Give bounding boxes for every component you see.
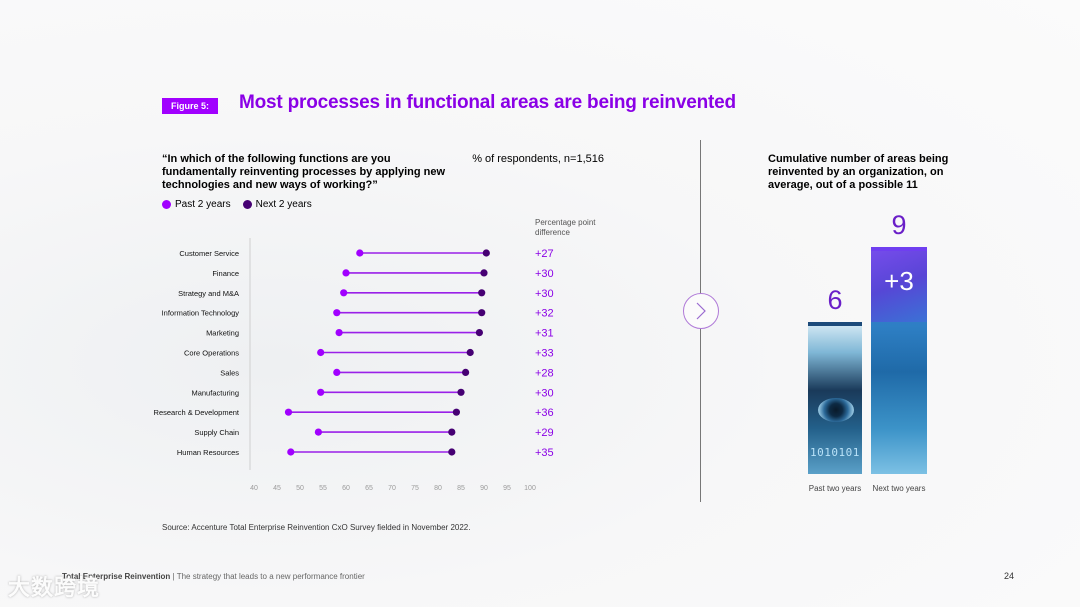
past-point bbox=[317, 388, 325, 396]
bar-past-top-edge bbox=[808, 322, 862, 326]
category-label: Human Resources bbox=[177, 448, 239, 457]
chevron-right-icon bbox=[696, 302, 706, 320]
bar-next-increment bbox=[871, 247, 927, 322]
difference-label: +33 bbox=[535, 348, 554, 360]
difference-label: +36 bbox=[535, 407, 554, 419]
x-tick-label: 80 bbox=[434, 485, 442, 492]
legend-past-label: Past 2 years bbox=[175, 199, 231, 210]
difference-label: +35 bbox=[535, 447, 554, 459]
next-point bbox=[457, 388, 465, 396]
pp-difference-header: Percentage point difference bbox=[535, 218, 596, 237]
x-tick-label: 45 bbox=[273, 485, 281, 492]
next-point bbox=[466, 348, 474, 357]
past-point bbox=[335, 329, 343, 337]
next-point bbox=[480, 269, 488, 277]
x-tick-label: 40 bbox=[250, 485, 258, 492]
legend-next: Next 2 years bbox=[242, 199, 312, 210]
difference-label: +29 bbox=[535, 427, 554, 439]
next-point bbox=[462, 368, 470, 376]
bar-next-value: 9 bbox=[891, 210, 907, 240]
category-label: Marketing bbox=[206, 329, 239, 338]
source-note: Source: Accenture Total Enterprise Reinv… bbox=[162, 523, 471, 532]
category-label: Core Operations bbox=[184, 349, 239, 358]
next-point bbox=[452, 408, 460, 416]
figure-title: Most processes in functional areas are b… bbox=[239, 92, 736, 113]
x-tick-label: 95 bbox=[503, 485, 511, 492]
page-number: 24 bbox=[1004, 571, 1015, 581]
category-label: Customer Service bbox=[179, 249, 239, 258]
difference-label: +32 bbox=[535, 308, 554, 320]
bar-past-caption: Past two years bbox=[808, 484, 862, 493]
next-point bbox=[448, 428, 456, 436]
watermark-logo: 大数跨境 bbox=[8, 575, 101, 600]
next-arrow-button[interactable] bbox=[683, 293, 719, 329]
past-point bbox=[356, 249, 364, 257]
difference-label: +30 bbox=[535, 268, 554, 280]
cumulative-title: Cumulative number of areas being reinven… bbox=[768, 153, 949, 191]
x-tick-label: 75 bbox=[411, 485, 419, 492]
past-point bbox=[333, 309, 341, 317]
past-point bbox=[314, 428, 322, 436]
legend-next-dot-icon bbox=[242, 200, 252, 209]
bar-next-top-edge bbox=[871, 247, 927, 251]
category-label: Manufacturing bbox=[191, 388, 239, 397]
bar-past-value: 6 bbox=[827, 285, 843, 315]
next-point bbox=[448, 448, 456, 456]
figure-badge: Figure 5: bbox=[162, 98, 218, 114]
next-point bbox=[482, 249, 490, 257]
category-label: Research & Development bbox=[154, 408, 240, 417]
past-point bbox=[333, 368, 341, 376]
x-tick-label: 50 bbox=[296, 485, 304, 492]
difference-label: +27 bbox=[535, 248, 554, 260]
x-tick-label: 60 bbox=[342, 485, 350, 492]
footer-separator: | bbox=[170, 572, 177, 581]
legend-past: Past 2 years bbox=[162, 199, 231, 210]
respondents-label: % of respondents, n=1,516 bbox=[472, 153, 604, 165]
difference-label: +30 bbox=[535, 288, 554, 300]
difference-label: +30 bbox=[535, 387, 554, 399]
eye-image bbox=[818, 398, 854, 422]
difference-label: +28 bbox=[535, 367, 554, 379]
category-label: Strategy and M&A bbox=[178, 289, 239, 298]
past-point bbox=[284, 408, 293, 416]
past-point bbox=[317, 348, 325, 357]
difference-label: +31 bbox=[535, 328, 554, 340]
category-label: Sales bbox=[220, 368, 239, 377]
footer: Total Enterprise Reinvention | The strat… bbox=[62, 572, 365, 581]
x-tick-label: 100 bbox=[524, 485, 536, 492]
survey-question: “In which of the following functions are… bbox=[162, 153, 446, 191]
bar-next-caption: Next two years bbox=[872, 484, 926, 493]
x-tick-label: 65 bbox=[365, 485, 373, 492]
category-label: Information Technology bbox=[162, 309, 240, 318]
x-tick-label: 70 bbox=[388, 485, 396, 492]
x-tick-label: 90 bbox=[480, 485, 488, 492]
category-label: Finance bbox=[212, 269, 239, 278]
legend-next-label: Next 2 years bbox=[255, 199, 312, 210]
legend-past-dot-icon bbox=[162, 200, 171, 209]
legend: Past 2 years Next 2 years bbox=[162, 199, 318, 210]
next-point bbox=[478, 289, 486, 297]
next-point bbox=[475, 329, 483, 337]
footer-tagline: The strategy that leads to a new perform… bbox=[176, 572, 365, 581]
x-tick-label: 85 bbox=[457, 485, 465, 492]
past-point bbox=[342, 269, 350, 277]
bar-increase-label: +3 bbox=[884, 266, 914, 296]
x-tick-label: 55 bbox=[319, 485, 327, 492]
past-point bbox=[287, 448, 295, 456]
next-point bbox=[478, 309, 486, 317]
past-point bbox=[340, 289, 348, 297]
footer-brand: Total Enterprise Reinvention bbox=[62, 572, 171, 581]
category-label: Supply Chain bbox=[194, 428, 239, 437]
binary-text: 1010101 bbox=[810, 446, 860, 459]
